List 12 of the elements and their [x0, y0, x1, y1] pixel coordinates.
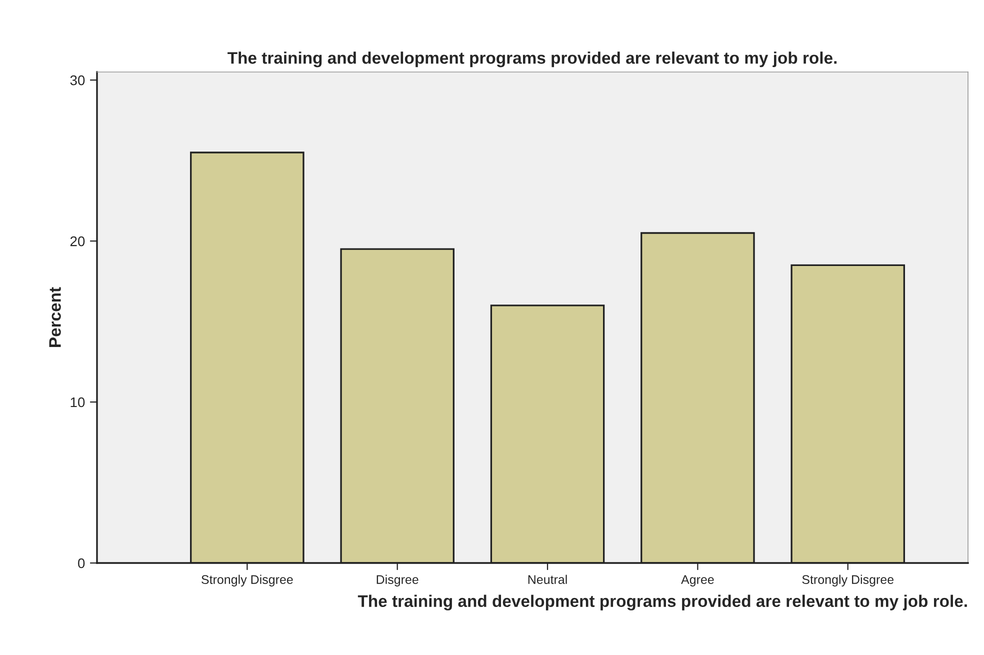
y-axis-title: Percent — [49, 287, 61, 347]
chart-title: The training and development programs provided are relevant to my job role. — [228, 52, 837, 68]
x-tick-label: Strongly Disgree — [202, 574, 293, 586]
y-tick-label: 0 — [78, 558, 85, 568]
x-axis-title: The training and development programs provided are relevant to my job role. — [358, 594, 967, 610]
y-tick-label: 10 — [70, 397, 85, 408]
x-tick-label: Disgree — [376, 574, 418, 586]
x-tick-label: Agree — [681, 575, 714, 586]
y-tick-label: 20 — [70, 236, 85, 246]
y-tick-label: 30 — [70, 75, 85, 86]
x-tick-label: Strongly Disgree — [802, 574, 894, 586]
x-tick-label: Neutral — [528, 574, 567, 584]
